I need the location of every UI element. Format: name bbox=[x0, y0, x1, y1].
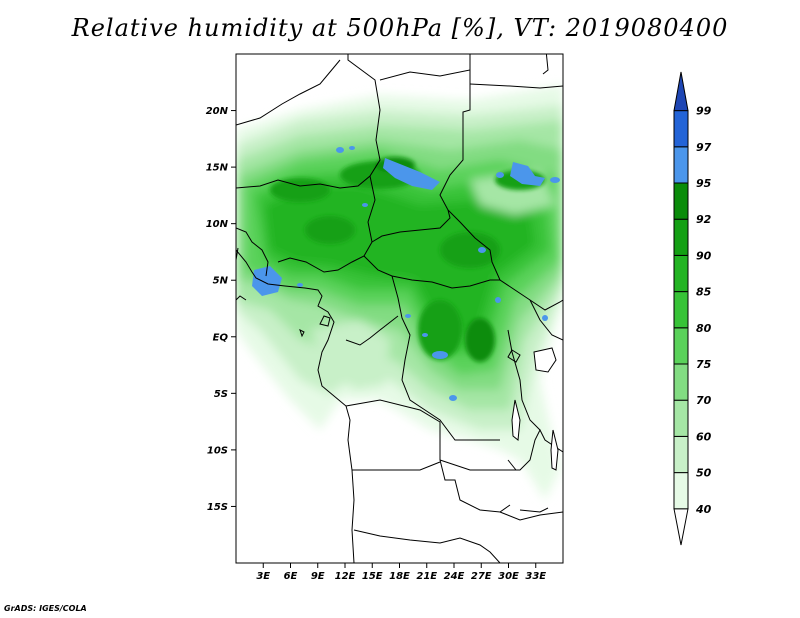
lat-tick-label: 10N bbox=[206, 219, 229, 230]
lon-tick-label: 24E bbox=[444, 571, 465, 582]
lat-tick-label: 10S bbox=[207, 445, 228, 456]
colorbar-swatch bbox=[673, 71, 689, 112]
lon-tick-label: 27E bbox=[471, 571, 492, 582]
colorbar-label: 92 bbox=[696, 213, 712, 226]
lon-tick-label: 3E bbox=[256, 571, 270, 582]
longitude-axis: 3E 6E 9E 12E 15E 18E 21E 24E 27E 30E 33E bbox=[256, 563, 546, 582]
colorbar-swatch bbox=[673, 472, 689, 510]
colorbar-swatch bbox=[673, 435, 689, 474]
colorbar-swatch bbox=[673, 218, 689, 256]
colorbar-swatch bbox=[673, 363, 689, 401]
colorbar-label: 95 bbox=[696, 177, 712, 190]
lon-tick-label: 33E bbox=[525, 571, 546, 582]
lon-tick-label: 9E bbox=[311, 571, 325, 582]
colorbar-swatch bbox=[673, 254, 689, 293]
colorbar-label: 97 bbox=[696, 141, 712, 154]
colorbar-swatch bbox=[673, 508, 689, 546]
lon-tick-label: 21E bbox=[416, 571, 437, 582]
latitude-axis: 20N 15N 10N 5N EQ 5S 10S 15S bbox=[206, 106, 236, 513]
humidity-field bbox=[236, 54, 563, 563]
lat-tick-label: 20N bbox=[206, 106, 229, 117]
colorbar-swatch bbox=[673, 110, 689, 148]
colorbar-label: 85 bbox=[696, 286, 712, 299]
colorbar-label: 90 bbox=[696, 249, 712, 262]
lon-tick-label: 15E bbox=[362, 571, 383, 582]
lon-tick-label: 30E bbox=[498, 571, 519, 582]
lon-tick-label: 18E bbox=[389, 571, 410, 582]
map-title: Relative humidity at 500hPa [%], VT: 201… bbox=[71, 14, 729, 42]
credit-text: GrADS: IGES/COLA bbox=[4, 604, 87, 613]
colorbar-label: 40 bbox=[695, 503, 712, 516]
high-humidity-patches bbox=[252, 146, 560, 401]
colorbar-label: 70 bbox=[696, 394, 712, 407]
lat-tick-label: EQ bbox=[213, 332, 229, 343]
country-borders bbox=[236, 54, 563, 563]
colorbar-label: 50 bbox=[696, 467, 712, 480]
lakes bbox=[511, 347, 559, 471]
colorbar: 40 50 60 70 75 80 85 90 92 95 97 99 bbox=[673, 71, 712, 546]
lon-tick-label: 6E bbox=[284, 571, 298, 582]
lat-tick-label: 5S bbox=[214, 389, 228, 400]
colorbar-swatch bbox=[673, 327, 689, 365]
colorbar-label: 99 bbox=[696, 105, 712, 118]
colorbar-swatch bbox=[673, 399, 689, 437]
colorbar-label: 80 bbox=[696, 322, 712, 335]
colorbar-label: 75 bbox=[696, 358, 712, 371]
colorbar-swatch bbox=[673, 291, 689, 329]
lat-tick-label: 15S bbox=[207, 502, 228, 513]
colorbar-label: 60 bbox=[696, 430, 712, 443]
lat-tick-label: 5N bbox=[213, 276, 229, 287]
lon-tick-label: 12E bbox=[335, 571, 356, 582]
colorbar-swatch bbox=[673, 182, 689, 220]
colorbar-swatch bbox=[673, 146, 689, 184]
lat-tick-label: 15N bbox=[206, 163, 229, 174]
